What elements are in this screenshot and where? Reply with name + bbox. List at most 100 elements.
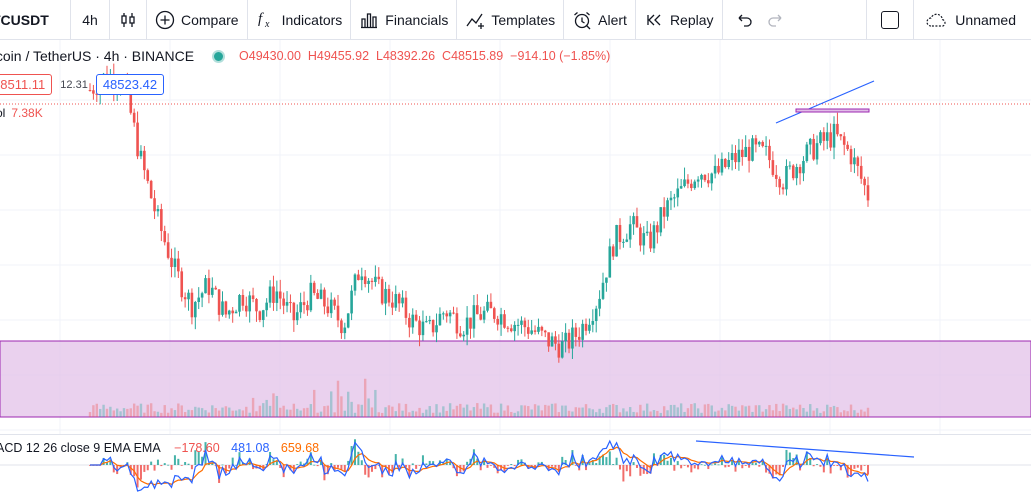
volume-bar <box>204 410 207 417</box>
volume-bar <box>224 406 228 417</box>
candle-body <box>690 183 693 189</box>
macd-histogram-bar <box>479 465 482 471</box>
macd-histogram-bar <box>462 465 465 472</box>
macd-histogram-bar <box>527 465 530 469</box>
candle-body <box>227 310 231 315</box>
price-chart-canvas[interactable] <box>0 40 1031 434</box>
candle-body <box>659 207 663 233</box>
macd-histogram-bar <box>795 454 798 465</box>
candle-body <box>642 233 646 246</box>
volume-bar <box>214 408 217 417</box>
macd-pane[interactable]: ACD 12 26 close 9 EMA EMA −178.60 481.08… <box>0 434 1031 504</box>
symbol-search[interactable]: TCUSDT <box>0 0 70 40</box>
candle-body <box>241 295 245 306</box>
macd-histogram-bar <box>517 459 520 465</box>
interval-button[interactable]: 4h <box>71 0 109 40</box>
candle-body <box>703 174 707 181</box>
macd-canvas[interactable] <box>0 435 1031 504</box>
financials-button[interactable]: Financials <box>351 0 456 40</box>
macd-histogram-bar <box>374 465 377 470</box>
svg-text:f: f <box>258 11 264 27</box>
candle-body <box>479 314 482 320</box>
volume-bar <box>306 407 309 417</box>
candle-body <box>418 320 421 336</box>
candle-body <box>231 310 234 314</box>
volume-bar <box>853 410 856 417</box>
macd-histogram-bar <box>605 457 608 465</box>
volume-bar <box>384 407 387 417</box>
candle-body <box>564 332 567 342</box>
market-status-icon <box>212 49 226 63</box>
macd-trendline <box>695 440 915 458</box>
macd-histogram-bar <box>204 442 207 465</box>
sell-button[interactable]: 48511.11 <box>0 74 53 95</box>
buy-button[interactable]: 48523.42 <box>95 74 165 95</box>
candle-body <box>863 178 866 186</box>
volume-bar <box>649 411 652 417</box>
candle-body <box>761 141 764 147</box>
rewind-icon <box>647 14 661 25</box>
macd-histogram-bar <box>425 463 428 465</box>
volume-bar <box>387 405 391 417</box>
volume-bar <box>761 411 764 417</box>
volume-bar <box>435 404 438 417</box>
chart-style-button[interactable] <box>110 0 146 40</box>
volume-bar <box>397 403 401 417</box>
volume-bar <box>299 410 302 417</box>
macd-histogram-bar <box>156 459 159 465</box>
volume-bar <box>758 405 761 417</box>
macd-histogram-bar <box>765 465 768 473</box>
alert-button[interactable]: Alert <box>564 0 635 40</box>
volume-bar <box>268 405 272 417</box>
candle-body <box>476 305 479 315</box>
volume-bar <box>503 410 506 417</box>
candle-body <box>567 332 571 349</box>
buy-sell-row: 48511.11 12.31 48523.42 <box>0 74 165 95</box>
macd-histogram-bar <box>190 465 193 470</box>
open-value: 49430.00 <box>248 49 301 63</box>
candle-body <box>323 289 326 307</box>
candle-body <box>173 258 177 268</box>
macd-histogram-bar <box>612 464 615 465</box>
redo-button[interactable] <box>759 0 793 40</box>
volume-bar <box>275 395 279 417</box>
macd-histogram-bar <box>201 456 204 465</box>
candle-body <box>537 326 540 332</box>
candle-body <box>846 144 849 150</box>
volume-bar <box>336 380 340 417</box>
save-layout-button[interactable]: Unnamed <box>914 0 1031 40</box>
volume-bar <box>588 408 591 417</box>
spread-value: 12.31 <box>60 78 88 91</box>
candle-body <box>163 231 167 243</box>
price-chart-pane[interactable]: tcoin / TetherUS · 4h · BINANCE O49430.0… <box>0 40 1031 434</box>
macd-histogram-bar <box>316 465 319 467</box>
alert-label: Alert <box>598 11 627 28</box>
candle-body <box>438 313 442 326</box>
volume-bar <box>279 407 282 417</box>
volume-bar <box>197 407 200 417</box>
candle-body <box>353 274 357 291</box>
volume-bar <box>357 404 360 417</box>
volume-bar <box>652 410 656 417</box>
candle-body <box>652 225 656 249</box>
undo-button[interactable] <box>723 0 759 40</box>
templates-button[interactable]: Templates <box>457 0 563 40</box>
replay-button[interactable]: Replay <box>636 0 722 40</box>
volume-bar <box>245 406 248 417</box>
candle-body <box>713 165 717 174</box>
templates-label: Templates <box>491 11 556 28</box>
candle-body <box>384 288 387 304</box>
candle-body <box>421 321 425 336</box>
macd-histogram-bar <box>493 465 496 468</box>
macd-histogram-bar <box>289 465 292 471</box>
volume-bar <box>333 412 336 417</box>
compare-button[interactable]: Compare <box>147 0 247 40</box>
candle-body <box>482 310 486 320</box>
candle-body <box>577 336 581 340</box>
volume-bar <box>802 407 805 417</box>
macd-histogram-bar <box>445 458 448 465</box>
candle-body <box>149 180 153 199</box>
volume-bar <box>673 404 676 417</box>
layout-button[interactable] <box>867 0 913 40</box>
